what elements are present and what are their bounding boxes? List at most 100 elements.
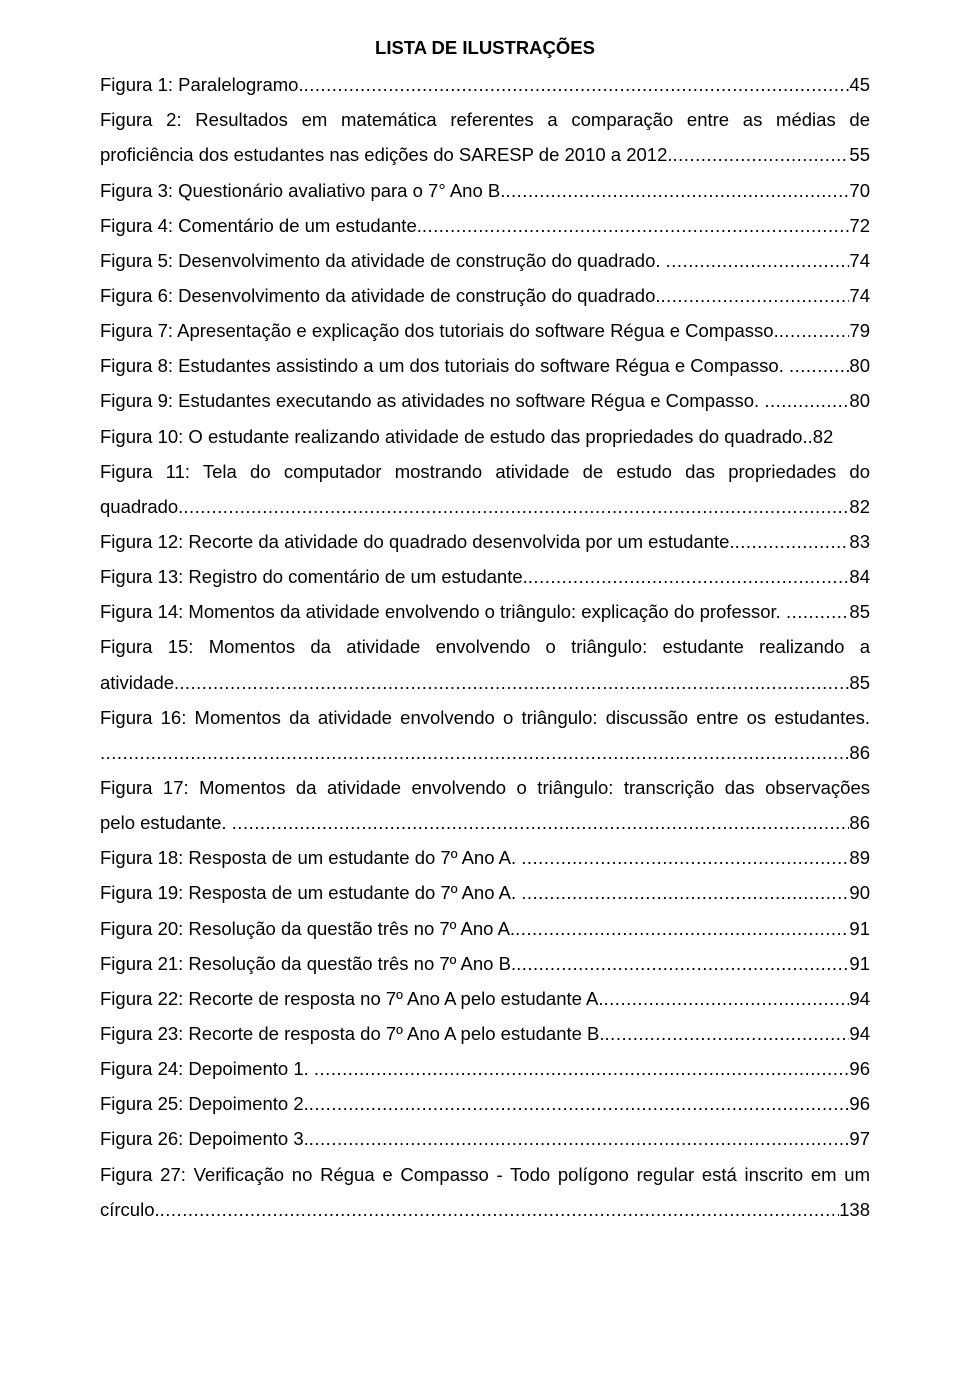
list-entry-text: Figura 9: Estudantes executando as ativi… (100, 383, 764, 418)
page-container: LISTA DE ILUSTRAÇÕES Figura 1: Paralelog… (0, 0, 960, 1379)
list-entry-text: Figura 24: Depoimento 1. (100, 1051, 314, 1086)
list-entry: Figura 4: Comentário de um estudante....… (100, 208, 870, 243)
list-entry-page: 84 (849, 559, 870, 594)
list-entry-line: Figura 2: Resultados em matemática refer… (100, 102, 870, 137)
list-entry-page: 94 (849, 981, 870, 1016)
list-entry-page: 138 (839, 1192, 870, 1227)
list-entry: quadrado................................… (100, 489, 870, 524)
dot-leader: ........................................… (232, 805, 850, 840)
list-entry-line: Figura 16: Momentos da atividade envolve… (100, 700, 870, 735)
list-entry-text: Figura 4: Comentário de um estudante. (100, 208, 422, 243)
dot-leader: ........................................… (183, 489, 849, 524)
list-entry-text: Figura 14: Momentos da atividade envolve… (100, 594, 786, 629)
list-entry: círculo.................................… (100, 1192, 870, 1227)
list-entry-text: Figura 25: Depoimento 2. (100, 1086, 309, 1121)
list-entry: Figura 25: Depoimento 2.................… (100, 1086, 870, 1121)
dot-leader: ........................................… (309, 1086, 850, 1121)
list-entry-text: pelo estudante. (100, 805, 232, 840)
list-entry: proficiência dos estudantes nas edições … (100, 137, 870, 172)
list-entry: Figura 24: Depoimento 1. ...............… (100, 1051, 870, 1086)
list-entry: atividade...............................… (100, 665, 870, 700)
dot-leader: ........................................… (779, 313, 850, 348)
list-entry-page: 96 (849, 1051, 870, 1086)
list-entry: Figura 8: Estudantes assistindo a um dos… (100, 348, 870, 383)
list-entry-text: Figura 19: Resposta de um estudante do 7… (100, 875, 521, 910)
dot-leader: ........................................… (786, 594, 849, 629)
dot-leader: ........................................… (304, 67, 850, 102)
list-entry-text: Figura 3: Questionário avaliativo para o… (100, 173, 505, 208)
list-entry-text: quadrado. (100, 489, 183, 524)
dot-leader: ........................................… (604, 981, 850, 1016)
list-entry-text: Figura 12: Recorte da atividade do quadr… (100, 524, 735, 559)
dot-leader: ........................................… (521, 840, 849, 875)
list-entry: Figura 20: Resolução da questão três no … (100, 911, 870, 946)
list-entry-page: 80 (849, 348, 870, 383)
list-entry: Figura 6: Desenvolvimento da atividade d… (100, 278, 870, 313)
list-entry-page: 74 (849, 243, 870, 278)
list-entry-page: 74 (849, 278, 870, 313)
dot-leader: ........................................… (516, 946, 849, 981)
list-entry-page: 94 (849, 1016, 870, 1051)
list-entry-text: Figura 1: Paralelogramo. (100, 67, 304, 102)
list-entry-page: 80 (849, 383, 870, 418)
page-title: LISTA DE ILUSTRAÇÕES (100, 30, 870, 65)
list-entry-page: 70 (849, 173, 870, 208)
dot-leader: ........................................… (160, 1192, 839, 1227)
list-entry-page: 86 (849, 805, 870, 840)
list-entry: Figura 21: Resolução da questão três no … (100, 946, 870, 981)
list-entry-text: Figura 20: Resolução da questão três no … (100, 911, 515, 946)
dot-leader: ........................................… (673, 137, 850, 172)
list-entry-text: Figura 5: Desenvolvimento da atividade d… (100, 243, 666, 278)
dot-leader: ........................................… (422, 208, 850, 243)
list-entry: Figura 22: Recorte de resposta no 7º Ano… (100, 981, 870, 1016)
list-entry-page: 79 (849, 313, 870, 348)
dot-leader: ........................................… (764, 383, 849, 418)
list-entry: Figura 5: Desenvolvimento da atividade d… (100, 243, 870, 278)
list-entry-text: Figura 8: Estudantes assistindo a um dos… (100, 348, 789, 383)
dot-leader: ........................................… (179, 665, 849, 700)
list-entry: Figura 3: Questionário avaliativo para o… (100, 173, 870, 208)
list-entry-text: Figura 21: Resolução da questão três no … (100, 946, 516, 981)
list-entry-text: Figura 18: Resposta de um estudante do 7… (100, 840, 521, 875)
dot-leader: ........................................… (309, 1121, 850, 1156)
list-entry-page: 85 (849, 594, 870, 629)
list-entry-line: Figura 27: Verificação no Régua e Compas… (100, 1157, 870, 1192)
list-entry: Figura 14: Momentos da atividade envolve… (100, 594, 870, 629)
list-entry-page: 89 (849, 840, 870, 875)
list-entry: Figura 10: O estudante realizando ativid… (100, 419, 870, 454)
dot-leader: ........................................… (521, 875, 849, 910)
list-entry-page: 82 (849, 489, 870, 524)
dot-leader: ........................................… (735, 524, 850, 559)
list-entry-line: Figura 15: Momentos da atividade envolve… (100, 629, 870, 664)
list-entry: ........................................… (100, 735, 870, 770)
list-entry-text: proficiência dos estudantes nas edições … (100, 137, 673, 172)
list-entry: Figura 12: Recorte da atividade do quadr… (100, 524, 870, 559)
list-entry-page: 91 (849, 911, 870, 946)
list-entry-page: 45 (849, 67, 870, 102)
list-entry-page: 96 (849, 1086, 870, 1121)
list-entry: Figura 7: Apresentação e explicação dos … (100, 313, 870, 348)
list-entry-line: Figura 17: Momentos da atividade envolve… (100, 770, 870, 805)
dot-leader: ........................................… (661, 278, 850, 313)
list-entry-page: 72 (849, 208, 870, 243)
list-entry: Figura 19: Resposta de um estudante do 7… (100, 875, 870, 910)
list-entry: Figura 13: Registro do comentário de um … (100, 559, 870, 594)
dot-leader: ........................................… (789, 348, 849, 383)
dot-leader: ........................................… (605, 1016, 850, 1051)
list-entry-text: Figura 22: Recorte de resposta no 7º Ano… (100, 981, 604, 1016)
list-entry-page: 91 (849, 946, 870, 981)
list-entry: Figura 9: Estudantes executando as ativi… (100, 383, 870, 418)
list-entry-line: Figura 11: Tela do computador mostrando … (100, 454, 870, 489)
dot-leader: ........................................… (314, 1051, 850, 1086)
list-entry-text: Figura 13: Registro do comentário de um … (100, 559, 528, 594)
list-entry-page: 83 (849, 524, 870, 559)
list-entry-text: Figura 23: Recorte de resposta do 7º Ano… (100, 1016, 605, 1051)
list-entry: Figura 1: Paralelogramo.................… (100, 67, 870, 102)
list-entry-text: atividade. (100, 665, 179, 700)
list-entry-page: 90 (849, 875, 870, 910)
dot-leader: ........................................… (100, 735, 849, 770)
illustration-list: Figura 1: Paralelogramo.................… (100, 67, 870, 1227)
list-entry-text: Figura 7: Apresentação e explicação dos … (100, 313, 779, 348)
dot-leader: ........................................… (666, 243, 850, 278)
list-entry: Figura 18: Resposta de um estudante do 7… (100, 840, 870, 875)
